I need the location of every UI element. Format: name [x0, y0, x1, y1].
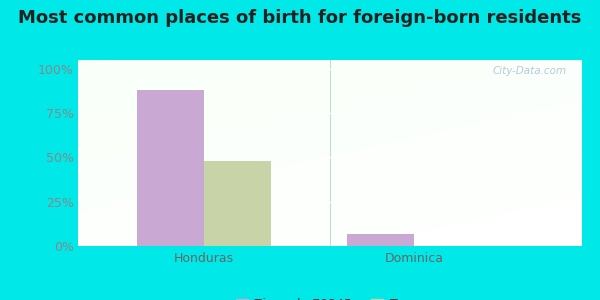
Text: Most common places of birth for foreign-born residents: Most common places of birth for foreign-… — [19, 9, 581, 27]
Legend: Zip code 79345, Texas: Zip code 79345, Texas — [230, 293, 430, 300]
Bar — [204, 161, 271, 246]
Bar — [347, 234, 414, 246]
Bar — [137, 90, 204, 246]
Text: City-Data.com: City-Data.com — [493, 66, 567, 76]
